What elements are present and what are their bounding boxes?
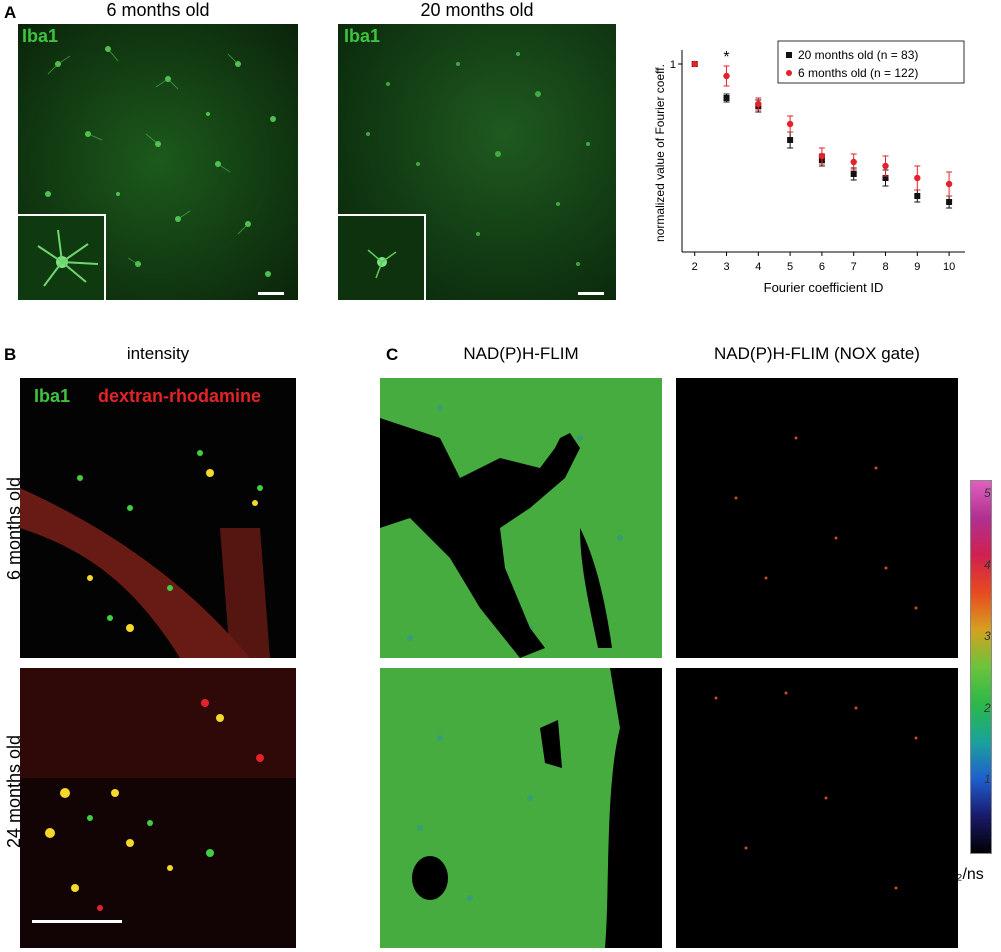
panel-c-label: C — [386, 345, 399, 364]
fourier-chart: 2 3 4 5 6 7 8 9 10 1 Fourier coefficient ID normali… — [653, 40, 965, 295]
scale-bar-20mo — [578, 292, 604, 295]
panel-a-label: A — [4, 3, 17, 22]
panel-a-title-6mo: 6 months old — [106, 0, 210, 20]
intensity-image-24mo — [20, 668, 296, 948]
colorbar-tick-4: 4 — [984, 557, 991, 572]
inset-cell-6mo — [18, 216, 104, 300]
data-point-6mo — [882, 162, 889, 170]
iba1-label-b: Iba1 — [34, 386, 71, 406]
data-point-20mo — [787, 137, 794, 143]
nox-texture-6mo — [676, 378, 958, 658]
flim-image-24mo — [380, 668, 662, 948]
x-tick-label: 10 — [943, 261, 955, 273]
legend-marker-20mo — [786, 52, 792, 58]
legend-entry: 20 months old (n = 83) — [798, 48, 918, 62]
data-point-6mo — [914, 174, 921, 182]
intensity-texture-6mo — [20, 378, 296, 658]
x-tick-label: 6 — [819, 261, 825, 273]
flim-texture-24mo — [380, 668, 662, 948]
data-point-6mo — [755, 100, 762, 108]
data-point-6mo — [818, 152, 826, 160]
panel-a-title-20mo: 20 months old — [420, 0, 534, 20]
iba1-label-6mo: Iba1 — [22, 26, 59, 46]
x-tick-label: 5 — [787, 261, 793, 273]
data-point-6mo — [850, 158, 857, 166]
lifetime-colorbar — [970, 480, 992, 854]
data-point-20mo — [882, 175, 889, 181]
panel-c-title-nox: NAD(P)H-FLIM (NOX gate) — [714, 344, 920, 363]
y-tick-label: 1 — [670, 59, 676, 71]
x-tick-label: 4 — [755, 261, 761, 273]
significance-asterisk: * — [723, 49, 729, 66]
data-point-6mo — [945, 180, 953, 188]
inset-6mo — [18, 214, 106, 300]
dextran-label-b: dextran-rhodamine — [98, 386, 262, 406]
data-point-20mo — [723, 95, 730, 101]
intensity-texture-24mo — [20, 668, 296, 948]
inset-20mo — [338, 214, 426, 300]
scale-bar-b — [32, 920, 122, 923]
iba1-label-20mo: Iba1 — [344, 26, 381, 46]
nox-image-24mo — [676, 668, 958, 948]
x-tick-label: 7 — [851, 261, 857, 273]
panel-b-label: B — [4, 345, 17, 364]
panel-c-title-flim: NAD(P)H-FLIM — [463, 344, 579, 363]
inset-cell-20mo — [338, 216, 424, 300]
colorbar-tick-5: 5 — [984, 486, 991, 501]
data-point-6mo — [786, 120, 794, 128]
flim-image-6mo — [380, 378, 662, 658]
flim-texture-6mo — [380, 378, 662, 658]
data-point-6mo — [723, 72, 730, 80]
legend-marker-6mo — [786, 70, 792, 76]
data-point-20mo — [850, 171, 857, 177]
y-axis-label: normalized value of Fourier coeff. — [653, 64, 667, 242]
chart-legend: 20 months old (n = 83) 6 months old (n = … — [777, 40, 965, 84]
scale-bar-6mo — [258, 292, 284, 295]
x-tick-label: 9 — [914, 261, 920, 273]
colorbar-tick-3: 3 — [984, 629, 991, 644]
legend-entry: 6 months old (n = 122) — [798, 66, 918, 80]
intensity-image-6mo: Iba1 dextran-rhodamine — [20, 378, 296, 658]
nox-texture-24mo — [676, 668, 958, 948]
colorbar-unit-label: 𝒯₂/ns — [944, 866, 984, 883]
x-tick-label: 3 — [723, 261, 729, 273]
x-axis-label: Fourier coefficient ID — [764, 280, 884, 295]
x-tick-label: 8 — [882, 261, 888, 273]
colorbar-tick-1: 1 — [984, 772, 991, 787]
legend-box — [777, 40, 965, 84]
data-point-6mo — [691, 60, 698, 68]
x-tick-label: 2 — [692, 261, 698, 273]
colorbar-tick-2: 2 — [984, 700, 991, 715]
microglia-image-6mo: Iba1 — [18, 24, 298, 300]
nox-image-6mo — [676, 378, 958, 658]
data-point-20mo — [914, 193, 921, 199]
panel-b-title: intensity — [126, 344, 190, 363]
colorbar-ticks: 1 2 3 4 5 — [940, 470, 1000, 860]
data-point-20mo — [946, 199, 953, 205]
microglia-image-20mo: Iba1 — [338, 24, 616, 300]
